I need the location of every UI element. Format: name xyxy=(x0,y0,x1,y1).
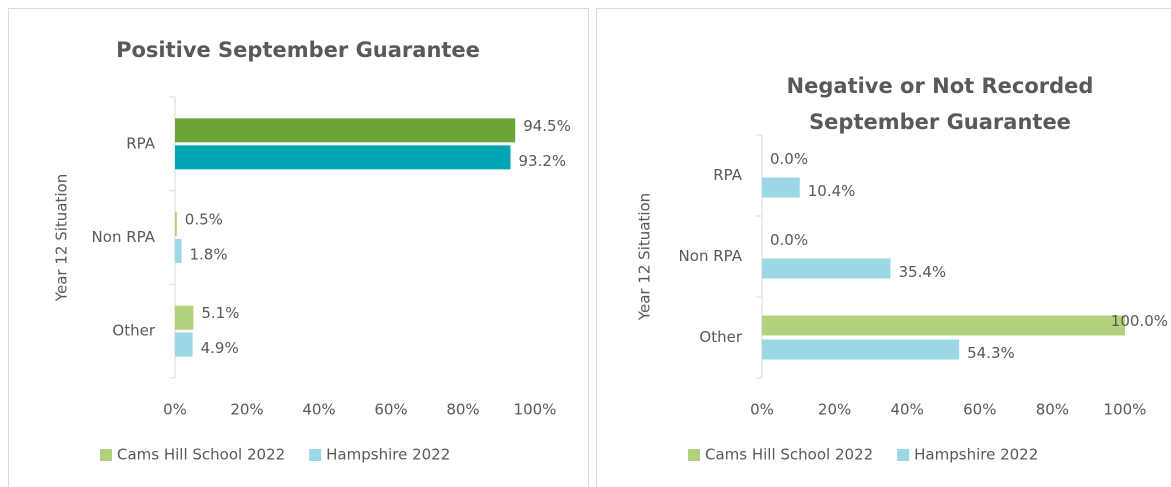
x-tick-label: 60% xyxy=(374,401,407,419)
x-tick-label: 80% xyxy=(1036,401,1069,419)
y-tick-label: RPA xyxy=(126,134,156,152)
x-tick-label: 100% xyxy=(514,401,557,419)
x-tick-label: 20% xyxy=(230,401,263,419)
y-axis-label: Year 12 Situation xyxy=(53,174,71,302)
data-label: 100.0% xyxy=(1111,312,1168,330)
y-tick-label: Other xyxy=(112,322,155,340)
y-tick-label: Non RPA xyxy=(92,228,156,246)
bar xyxy=(175,212,177,236)
x-tick-label: 0% xyxy=(750,401,774,419)
bar xyxy=(762,339,960,360)
data-label: 10.4% xyxy=(808,182,856,200)
bar xyxy=(175,305,194,330)
legend-swatch xyxy=(100,449,112,461)
data-label: 35.4% xyxy=(899,263,947,281)
bar xyxy=(762,315,1125,336)
x-tick-label: 0% xyxy=(163,401,187,419)
data-label: 0.5% xyxy=(185,211,223,229)
data-label: 93.2% xyxy=(519,152,567,170)
chart-title: Negative or Not Recorded September Guara… xyxy=(786,74,1094,134)
bar xyxy=(175,332,193,357)
bar xyxy=(175,118,516,143)
legend-label: Hampshire 2022 xyxy=(326,446,450,464)
data-label: 94.5% xyxy=(523,117,571,135)
bar xyxy=(175,239,182,263)
legend-label: Cams Hill School 2022 xyxy=(117,446,285,464)
x-tick-label: 80% xyxy=(446,401,479,419)
data-label: 4.9% xyxy=(201,339,239,357)
legend-label: Cams Hill School 2022 xyxy=(705,446,873,464)
y-axis-label: Year 12 Situation xyxy=(636,193,654,321)
panel xyxy=(8,8,589,487)
x-tick-label: 20% xyxy=(818,401,851,419)
bar xyxy=(175,145,511,170)
data-label: 54.3% xyxy=(967,344,1015,362)
x-tick-label: 100% xyxy=(1104,401,1147,419)
y-tick-label: Other xyxy=(699,328,742,346)
data-label: 1.8% xyxy=(189,246,227,264)
y-tick-label: Non RPA xyxy=(679,247,743,265)
legend-swatch xyxy=(688,449,700,461)
bar xyxy=(762,177,800,198)
x-tick-label: 40% xyxy=(891,401,924,419)
data-label: 0.0% xyxy=(770,231,808,249)
legend-swatch xyxy=(309,449,322,461)
x-tick-label: 60% xyxy=(963,401,996,419)
x-tick-label: 40% xyxy=(302,401,335,419)
y-tick-label: RPA xyxy=(713,166,743,184)
data-label: 0.0% xyxy=(770,150,808,168)
legend-swatch xyxy=(897,449,910,461)
legend-label: Hampshire 2022 xyxy=(914,446,1038,464)
bar xyxy=(762,258,891,279)
panel xyxy=(596,8,1171,487)
data-label: 5.1% xyxy=(201,304,239,322)
chart-title: Positive September Guarantee xyxy=(116,38,480,62)
